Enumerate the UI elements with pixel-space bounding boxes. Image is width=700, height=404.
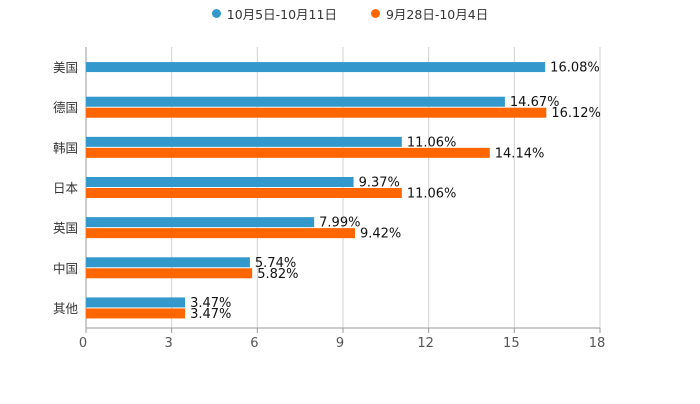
x-tick-label: 12	[417, 336, 434, 351]
data-label-series-1: 5.74%	[255, 256, 296, 271]
bar-series-1[interactable]	[86, 96, 505, 107]
bar-series-1[interactable]	[86, 136, 402, 147]
data-label-series-2: 5.82%	[257, 267, 298, 282]
bar-series-2[interactable]	[86, 308, 186, 319]
data-label-series-2: 16.12%	[551, 106, 601, 121]
x-tick-label: 0	[79, 336, 87, 351]
legend-label-series-1: 10月5日-10月11日	[226, 6, 337, 22]
x-tick-label: 9	[336, 336, 344, 351]
data-label-series-2: 9.42%	[360, 227, 401, 242]
bar-series-1[interactable]	[86, 217, 315, 228]
legend-label-series-2: 9月28日-10月4日	[385, 6, 489, 22]
data-label-series-2: 11.06%	[407, 187, 457, 202]
bar-series-2[interactable]	[86, 268, 253, 279]
legend-marker-series-2	[370, 8, 380, 18]
y-category-label: 美国	[53, 60, 78, 75]
data-label-series-1: 9.37%	[359, 176, 400, 191]
data-label-series-1: 11.06%	[407, 135, 457, 150]
bar-series-1[interactable]	[86, 297, 186, 308]
y-category-label: 韩国	[53, 140, 78, 155]
data-label-series-1: 3.47%	[190, 296, 231, 311]
y-category-label: 其他	[53, 301, 79, 316]
bar-series-2[interactable]	[86, 107, 547, 118]
x-tick-label: 15	[503, 336, 520, 351]
legend-item-series-1[interactable]: 10月5日-10月11日	[211, 4, 337, 23]
bar-series-1[interactable]	[86, 62, 546, 73]
x-tick-label: 18	[589, 336, 606, 351]
data-label-series-1: 16.08%	[550, 61, 600, 76]
y-category-label: 中国	[53, 261, 78, 276]
bar-series-2[interactable]	[86, 147, 490, 158]
data-label-series-1: 7.99%	[319, 216, 360, 231]
bar-series-1[interactable]	[86, 177, 354, 187]
y-category-label: 德国	[53, 100, 78, 115]
x-tick-label: 6	[250, 336, 258, 351]
bar-series-2[interactable]	[86, 228, 355, 239]
bar-series-2[interactable]	[86, 188, 402, 198]
legend-item-series-2[interactable]: 9月28日-10月4日	[370, 4, 489, 23]
legend-marker-series-1	[211, 8, 221, 18]
x-tick-label: 3	[165, 336, 173, 351]
bar-series-1[interactable]	[86, 257, 250, 268]
data-label-series-1: 14.67%	[510, 95, 560, 110]
data-label-series-2: 14.14%	[495, 146, 545, 161]
legend: 10月5日-10月11日 9月28日-10月4日	[0, 4, 700, 22]
data-label-series-2: 3.47%	[190, 307, 231, 322]
y-category-label: 英国	[53, 221, 78, 236]
y-category-label: 日本	[53, 181, 79, 196]
